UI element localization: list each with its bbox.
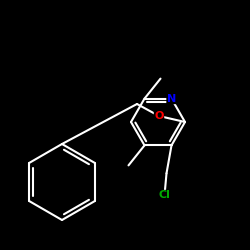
Text: N: N — [167, 94, 176, 104]
Text: O: O — [154, 111, 164, 121]
Text: Cl: Cl — [158, 190, 170, 200]
